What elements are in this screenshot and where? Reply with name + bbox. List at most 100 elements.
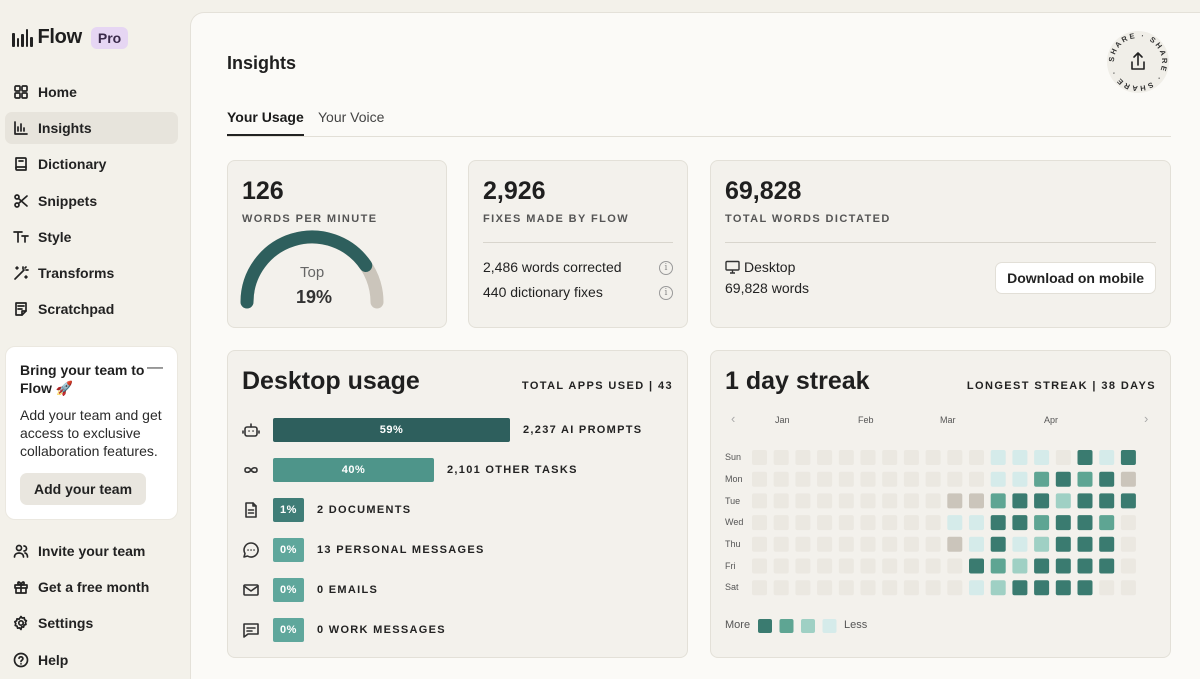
heatmap-cell [990, 493, 1006, 509]
heatmap-cell [838, 493, 854, 509]
gauge-fill [240, 230, 373, 309]
sidebar-item-label: Transforms [38, 264, 115, 281]
team-promo-card: Bring your team to Flow 🚀 — Add your tea… [5, 346, 178, 520]
heatmap-cell [795, 493, 811, 509]
heatmap-cell [838, 471, 854, 487]
add-team-button[interactable]: Add your team [20, 473, 147, 505]
divider [483, 242, 673, 243]
minimize-icon[interactable]: — [147, 359, 163, 376]
legend-swatch [758, 619, 772, 633]
mail-icon [242, 581, 260, 599]
heatmap-cell [773, 558, 789, 574]
heatmap-cell [817, 580, 833, 596]
heatmap-cell [969, 471, 984, 487]
heatmap-cell [1055, 558, 1071, 574]
sidebar-bottom-nav: Invite your team Get a free month Settin… [5, 535, 178, 679]
day-label: Sat [725, 582, 739, 592]
sidebar-item-label: Snippets [38, 192, 98, 209]
chevron-left-icon[interactable]: ‹ [731, 411, 736, 426]
heatmap-cell [1055, 536, 1071, 552]
heatmap-cell [969, 493, 984, 509]
sidebar-item-label: Scratchpad [38, 301, 115, 318]
chevron-right-icon[interactable]: › [1144, 411, 1149, 426]
heatmap-cell [773, 536, 789, 552]
usage-bar: 59% [273, 418, 510, 442]
legend-more: More [725, 619, 751, 631]
share-icon: SHARE · SHARE · SHARE · [1107, 31, 1167, 93]
brand[interactable]: Flow Pro [12, 26, 129, 49]
sidebar-nav: Home Insights Dictionary Snippets Style … [5, 76, 178, 329]
heatmap-cell [860, 493, 876, 509]
heatmap-cell [1034, 471, 1050, 487]
heatmap-cell [795, 536, 811, 552]
usage-bar: 0% [273, 618, 304, 642]
heatmap-cell [1055, 493, 1071, 509]
streak-card: 1 day streak LONGEST STREAK | 38 DAYS ‹ … [710, 350, 1171, 658]
gauge-percentile: 19% [296, 287, 333, 307]
heatmap-cell [1077, 471, 1093, 487]
heatmap-cell [925, 515, 941, 531]
heatmap-cell [838, 536, 854, 552]
sidebar-item-dictionary[interactable]: Dictionary [5, 148, 178, 180]
sidebar-item-scratchpad[interactable]: Scratchpad [5, 293, 178, 325]
sidebar-item-style[interactable]: Style [5, 221, 178, 253]
sidebar-item-label: Home [38, 84, 77, 100]
heatmap-cell [969, 580, 984, 596]
usage-label: 0 WORK MESSAGES [317, 624, 446, 636]
sidebar: Flow Pro Home Insights Dictionary Snippe… [0, 0, 190, 679]
heatmap-cell [1034, 558, 1050, 574]
heatmap-cell [752, 471, 767, 487]
robot-icon [242, 421, 260, 439]
heatmap-cell [1034, 450, 1050, 465]
heatmap-cell [947, 471, 963, 487]
sidebar-item-label: Help [38, 651, 69, 668]
heatmap-cell [947, 580, 963, 596]
sidebar-item-help[interactable]: Help [5, 644, 178, 676]
heatmap-cell [817, 536, 833, 552]
heatmap-cell [817, 515, 833, 531]
heatmap-cell [795, 558, 811, 574]
gauge-top-label: Top [300, 264, 325, 281]
tab-your-usage[interactable]: Your Usage [227, 109, 304, 136]
info-icon[interactable]: i [659, 261, 673, 275]
month-label: Mar [940, 415, 956, 425]
heatmap-cell [1099, 450, 1115, 465]
heatmap-cell [1055, 450, 1071, 465]
heatmap-cell [1120, 580, 1136, 596]
heatmap-cell [925, 558, 941, 574]
heatmap-cell [795, 580, 811, 596]
wpm-label: WORDS PER MINUTE [242, 213, 378, 225]
sidebar-item-free-month[interactable]: Get a free month [5, 571, 178, 603]
tab-your-voice[interactable]: Your Voice [318, 109, 385, 125]
heatmap-cell [773, 471, 789, 487]
heatmap-cell [795, 515, 811, 531]
heatmap-cell [1012, 580, 1028, 596]
heatmap-cell [838, 515, 854, 531]
longest-streak: LONGEST STREAK | 38 DAYS [966, 380, 1156, 392]
sidebar-item-transforms[interactable]: Transforms [5, 257, 178, 289]
heatmap-cell [1034, 536, 1050, 552]
sidebar-item-insights[interactable]: Insights [5, 112, 178, 145]
desktop-usage-card: Desktop usage TOTAL APPS USED | 43 59% 2… [227, 350, 688, 658]
heatmap-cell [795, 450, 811, 465]
usage-label: 13 PERSONAL MESSAGES [317, 544, 485, 556]
heatmap-cell [882, 580, 898, 596]
usage-label: 2,101 OTHER TASKS [447, 464, 578, 476]
download-mobile-button[interactable]: Download on mobile [995, 262, 1156, 294]
sidebar-item-invite-team[interactable]: Invite your team [5, 535, 178, 567]
heatmap-cell [903, 515, 919, 531]
legend-swatch [801, 619, 815, 633]
total-words-card: 69,828 TOTAL WORDS DICTATED Desktop 69,8… [710, 160, 1171, 328]
note-icon [13, 301, 29, 317]
share-button[interactable]: SHARE · SHARE · SHARE · [1107, 31, 1169, 93]
heatmap-cell [990, 450, 1006, 465]
main-panel: Insights SHARE · SHARE · SHARE · Your Us… [190, 12, 1200, 679]
sidebar-item-home[interactable]: Home [5, 76, 178, 108]
info-icon[interactable]: i [659, 286, 673, 300]
sidebar-item-snippets[interactable]: Snippets [5, 185, 178, 217]
sidebar-item-settings[interactable]: Settings [5, 607, 178, 639]
heatmap-cell [1077, 450, 1093, 465]
heatmap-cell [882, 471, 898, 487]
streak-heatmap [752, 450, 1136, 633]
grid-icon [13, 84, 29, 100]
